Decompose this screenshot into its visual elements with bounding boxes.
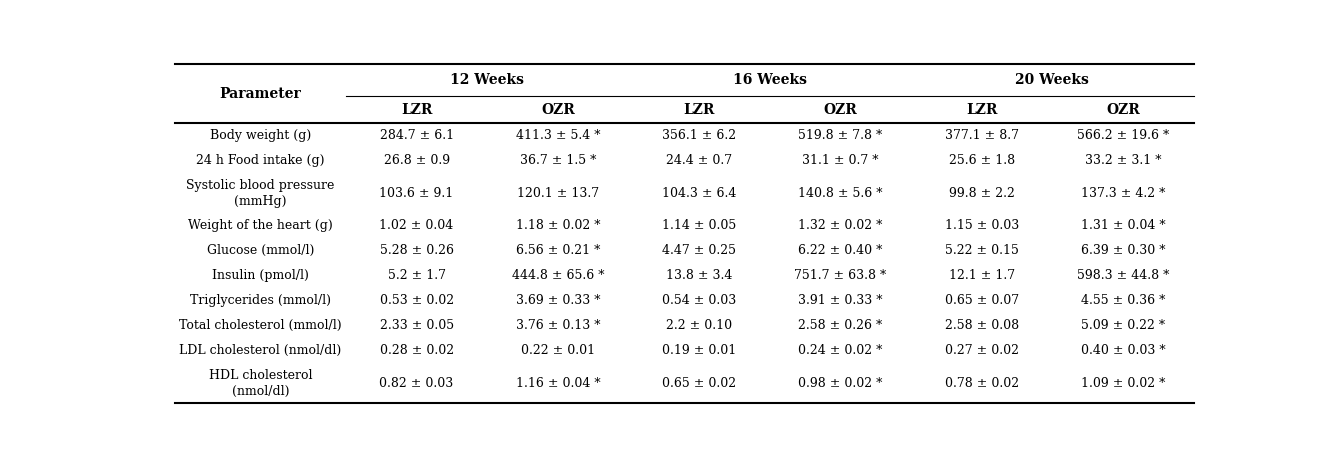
Text: 0.27 ± 0.02: 0.27 ± 0.02	[944, 344, 1019, 357]
Text: 5.22 ± 0.15: 5.22 ± 0.15	[944, 244, 1019, 257]
Text: 444.8 ± 65.6 *: 444.8 ± 65.6 *	[511, 269, 605, 282]
Text: 2.2 ± 0.10: 2.2 ± 0.10	[666, 319, 733, 332]
Text: 13.8 ± 3.4: 13.8 ± 3.4	[666, 269, 733, 282]
Text: 1.32 ± 0.02 *: 1.32 ± 0.02 *	[798, 219, 883, 232]
Text: LZR: LZR	[401, 103, 433, 117]
Text: 120.1 ± 13.7: 120.1 ± 13.7	[517, 187, 599, 200]
Text: 0.24 ± 0.02 *: 0.24 ± 0.02 *	[798, 344, 883, 357]
Text: 0.53 ± 0.02: 0.53 ± 0.02	[380, 294, 454, 307]
Text: 1.15 ± 0.03: 1.15 ± 0.03	[944, 219, 1019, 232]
Text: 5.2 ± 1.7: 5.2 ± 1.7	[388, 269, 446, 282]
Text: Total cholesterol (mmol/l): Total cholesterol (mmol/l)	[178, 319, 341, 332]
Text: 356.1 ± 6.2: 356.1 ± 6.2	[662, 130, 737, 143]
Text: 0.82 ± 0.03: 0.82 ± 0.03	[380, 377, 454, 390]
Text: LZR: LZR	[966, 103, 998, 117]
Text: 12 Weeks: 12 Weeks	[450, 73, 525, 87]
Text: 1.09 ± 0.02 *: 1.09 ± 0.02 *	[1080, 377, 1166, 390]
Text: 377.1 ± 8.7: 377.1 ± 8.7	[944, 130, 1019, 143]
Text: 16 Weeks: 16 Weeks	[733, 73, 807, 87]
Text: 3.91 ± 0.33 *: 3.91 ± 0.33 *	[798, 294, 883, 307]
Text: 26.8 ± 0.9: 26.8 ± 0.9	[384, 155, 450, 168]
Text: 0.28 ± 0.02: 0.28 ± 0.02	[380, 344, 454, 357]
Text: 3.76 ± 0.13 *: 3.76 ± 0.13 *	[515, 319, 601, 332]
Text: LZR: LZR	[683, 103, 715, 117]
Text: Weight of the heart (g): Weight of the heart (g)	[188, 219, 333, 232]
Text: LDL cholesterol (nmol/dl): LDL cholesterol (nmol/dl)	[180, 344, 341, 357]
Text: 0.19 ± 0.01: 0.19 ± 0.01	[662, 344, 737, 357]
Text: 6.22 ± 0.40 *: 6.22 ± 0.40 *	[798, 244, 883, 257]
Text: 20 Weeks: 20 Weeks	[1015, 73, 1090, 87]
Text: 5.09 ± 0.22 *: 5.09 ± 0.22 *	[1082, 319, 1166, 332]
Text: HDL cholesterol
(nmol/dl): HDL cholesterol (nmol/dl)	[209, 369, 312, 398]
Text: 1.18 ± 0.02 *: 1.18 ± 0.02 *	[515, 219, 601, 232]
Text: 1.02 ± 0.04: 1.02 ± 0.04	[380, 219, 454, 232]
Text: 24.4 ± 0.7: 24.4 ± 0.7	[666, 155, 733, 168]
Text: OZR: OZR	[541, 103, 574, 117]
Text: 284.7 ± 6.1: 284.7 ± 6.1	[380, 130, 454, 143]
Text: 6.56 ± 0.21 *: 6.56 ± 0.21 *	[515, 244, 599, 257]
Text: 2.33 ± 0.05: 2.33 ± 0.05	[380, 319, 454, 332]
Text: 4.55 ± 0.36 *: 4.55 ± 0.36 *	[1080, 294, 1166, 307]
Text: 411.3 ± 5.4 *: 411.3 ± 5.4 *	[515, 130, 601, 143]
Text: 0.65 ± 0.07: 0.65 ± 0.07	[944, 294, 1019, 307]
Text: 6.39 ± 0.30 *: 6.39 ± 0.30 *	[1080, 244, 1166, 257]
Text: 4.47 ± 0.25: 4.47 ± 0.25	[662, 244, 737, 257]
Text: 0.22 ± 0.01: 0.22 ± 0.01	[521, 344, 595, 357]
Text: Insulin (pmol/l): Insulin (pmol/l)	[212, 269, 309, 282]
Text: 140.8 ± 5.6 *: 140.8 ± 5.6 *	[798, 187, 883, 200]
Text: 31.1 ± 0.7 *: 31.1 ± 0.7 *	[802, 155, 879, 168]
Text: 104.3 ± 6.4: 104.3 ± 6.4	[662, 187, 737, 200]
Text: Glucose (mmol/l): Glucose (mmol/l)	[206, 244, 314, 257]
Text: 103.6 ± 9.1: 103.6 ± 9.1	[380, 187, 454, 200]
Text: 5.28 ± 0.26: 5.28 ± 0.26	[380, 244, 454, 257]
Text: 0.78 ± 0.02: 0.78 ± 0.02	[944, 377, 1019, 390]
Text: 99.8 ± 2.2: 99.8 ± 2.2	[948, 187, 1015, 200]
Text: 598.3 ± 44.8 *: 598.3 ± 44.8 *	[1076, 269, 1169, 282]
Text: OZR: OZR	[823, 103, 858, 117]
Text: Triglycerides (mmol/l): Triglycerides (mmol/l)	[190, 294, 330, 307]
Text: 1.14 ± 0.05: 1.14 ± 0.05	[662, 219, 737, 232]
Text: 2.58 ± 0.08: 2.58 ± 0.08	[944, 319, 1019, 332]
Text: 24 h Food intake (g): 24 h Food intake (g)	[196, 155, 325, 168]
Text: 36.7 ± 1.5 *: 36.7 ± 1.5 *	[519, 155, 595, 168]
Text: 1.16 ± 0.04 *: 1.16 ± 0.04 *	[515, 377, 601, 390]
Text: Body weight (g): Body weight (g)	[209, 130, 310, 143]
Text: 0.54 ± 0.03: 0.54 ± 0.03	[662, 294, 737, 307]
Text: 0.98 ± 0.02 *: 0.98 ± 0.02 *	[798, 377, 883, 390]
Text: OZR: OZR	[1106, 103, 1140, 117]
Text: 25.6 ± 1.8: 25.6 ± 1.8	[948, 155, 1015, 168]
Text: 0.40 ± 0.03 *: 0.40 ± 0.03 *	[1080, 344, 1166, 357]
Text: 2.58 ± 0.26 *: 2.58 ± 0.26 *	[798, 319, 883, 332]
Text: 33.2 ± 3.1 *: 33.2 ± 3.1 *	[1084, 155, 1162, 168]
Text: Systolic blood pressure
(mmHg): Systolic blood pressure (mmHg)	[186, 179, 334, 208]
Text: Parameter: Parameter	[220, 87, 301, 101]
Text: 12.1 ± 1.7: 12.1 ± 1.7	[948, 269, 1015, 282]
Text: 751.7 ± 63.8 *: 751.7 ± 63.8 *	[794, 269, 887, 282]
Text: 3.69 ± 0.33 *: 3.69 ± 0.33 *	[515, 294, 601, 307]
Text: 519.8 ± 7.8 *: 519.8 ± 7.8 *	[798, 130, 883, 143]
Text: 1.31 ± 0.04 *: 1.31 ± 0.04 *	[1080, 219, 1166, 232]
Text: 0.65 ± 0.02: 0.65 ± 0.02	[662, 377, 737, 390]
Text: 137.3 ± 4.2 *: 137.3 ± 4.2 *	[1080, 187, 1166, 200]
Text: 566.2 ± 19.6 *: 566.2 ± 19.6 *	[1076, 130, 1169, 143]
